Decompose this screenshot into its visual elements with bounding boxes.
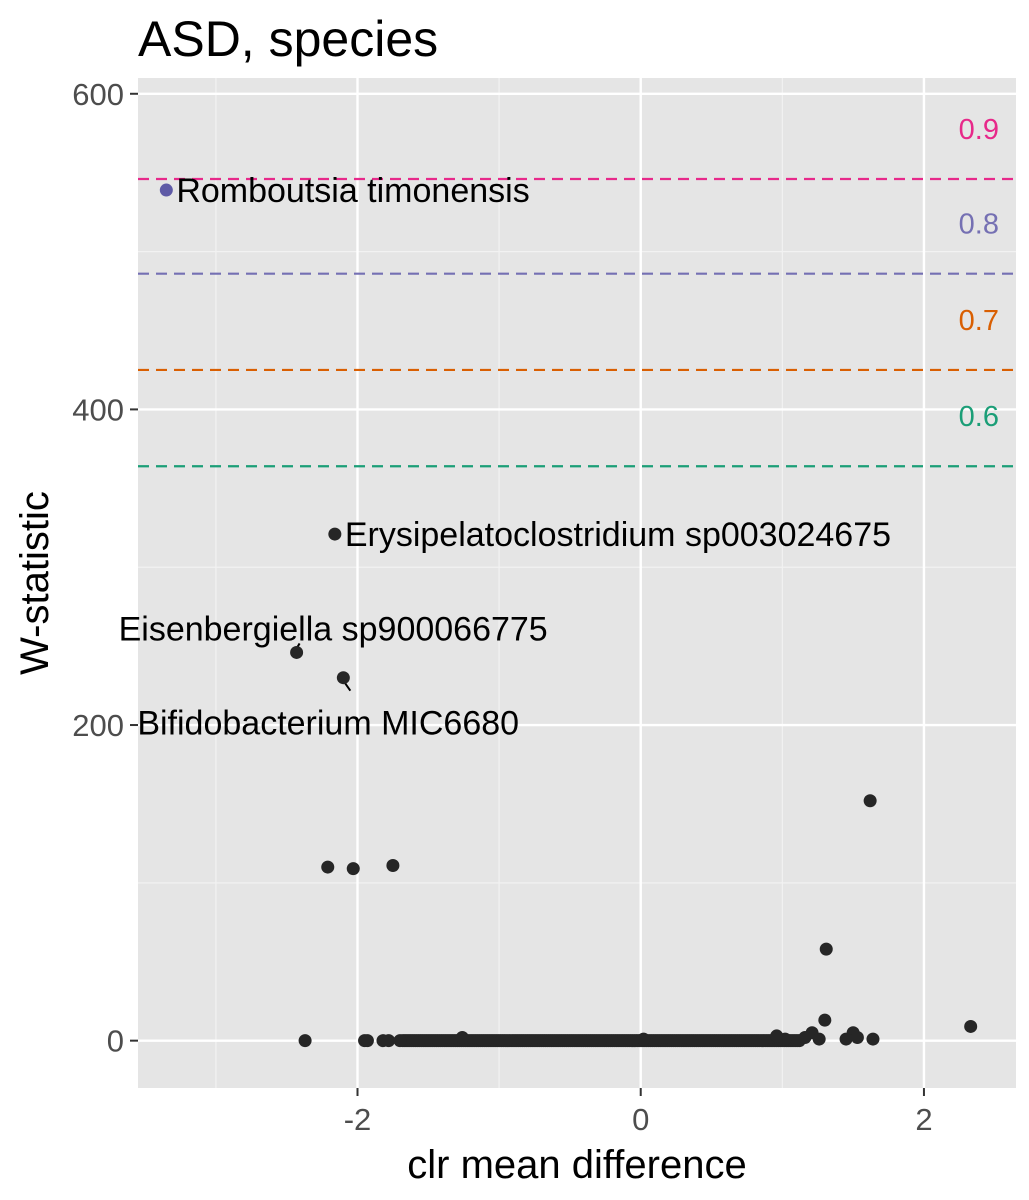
- threshold-lines: 0.9 0.8 0.7 0.6: [138, 114, 1016, 468]
- chart-title: ASD, species: [138, 11, 438, 67]
- point-label: Eisenbergiella sp900066775: [119, 610, 548, 648]
- data-point: [346, 862, 360, 876]
- y-axis-title: W-statistic: [13, 491, 57, 675]
- y-tick-label: 600: [72, 77, 124, 112]
- highlighted-point: [328, 527, 342, 541]
- data-point: [818, 1013, 832, 1027]
- point-label: Bifidobacterium MIC6680: [137, 705, 519, 743]
- threshold-label: 0.8: [959, 209, 999, 241]
- plot-panel: [138, 78, 1016, 1088]
- data-point: [812, 1032, 826, 1046]
- data-point: [866, 1032, 880, 1046]
- highlighted-point: [159, 183, 173, 197]
- data-point: [964, 1019, 978, 1033]
- highlighted-point: [290, 645, 304, 659]
- y-axis: 0 200 400 600: [72, 77, 138, 1059]
- data-point: [850, 1031, 864, 1044]
- point-label: Erysipelatoclostridium sp003024675: [345, 516, 891, 554]
- x-tick-label: -2: [344, 1102, 372, 1137]
- data-point: [637, 1032, 651, 1046]
- data-point: [298, 1034, 312, 1048]
- data-point: [839, 1032, 853, 1046]
- minor-gridlines: [138, 78, 1016, 1088]
- highlighted-point: [336, 671, 350, 685]
- data-point: [455, 1031, 469, 1044]
- point-label: Romboutsia timonensis: [176, 172, 529, 210]
- x-tick-label: 0: [632, 1102, 649, 1137]
- threshold-label: 0.7: [959, 305, 999, 337]
- highlighted-points: Romboutsia timonensis Erysipelatoclostrid…: [119, 172, 891, 743]
- threshold-label: 0.9: [959, 114, 999, 146]
- data-point: [798, 1031, 812, 1044]
- data-point: [360, 1034, 374, 1048]
- y-tick-label: 200: [72, 708, 124, 743]
- data-points: [298, 794, 978, 1048]
- x-tick-label: 2: [915, 1102, 932, 1137]
- data-point: [393, 1034, 407, 1048]
- data-point: [778, 1032, 792, 1046]
- y-tick-label: 0: [107, 1024, 124, 1059]
- x-axis: -2 0 2: [344, 1088, 933, 1137]
- y-tick-label: 400: [72, 392, 124, 427]
- threshold-label: 0.6: [959, 401, 999, 433]
- data-point: [321, 860, 335, 874]
- data-point: [386, 858, 400, 872]
- data-point: [382, 1034, 396, 1048]
- data-point: [863, 794, 877, 808]
- data-point: [819, 942, 833, 956]
- x-axis-title: clr mean difference: [407, 1143, 746, 1187]
